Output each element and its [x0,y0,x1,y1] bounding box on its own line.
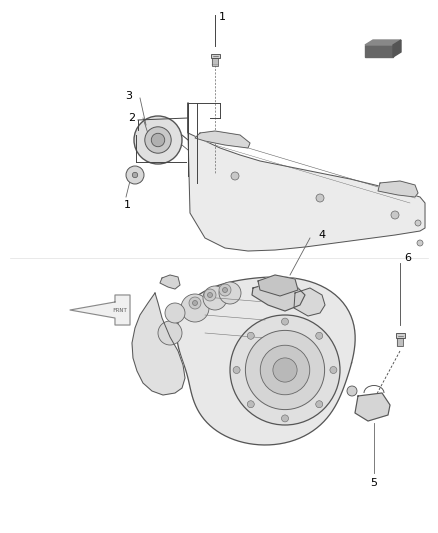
Circle shape [316,332,323,340]
Polygon shape [294,288,325,316]
Text: 5: 5 [371,478,378,488]
Circle shape [132,172,138,177]
Polygon shape [177,277,355,445]
Circle shape [415,220,421,226]
Circle shape [330,367,337,374]
Circle shape [282,318,289,325]
Text: 2: 2 [128,113,135,123]
Circle shape [189,297,201,309]
Circle shape [316,401,323,408]
Circle shape [134,116,182,164]
Text: 3: 3 [125,91,132,101]
Circle shape [391,211,399,219]
Circle shape [203,286,227,310]
Bar [211,54,219,58]
Circle shape [145,127,171,153]
Text: 1: 1 [219,12,226,22]
Circle shape [347,386,357,396]
Text: 6: 6 [404,253,411,263]
Polygon shape [378,181,418,197]
Circle shape [158,321,182,345]
Circle shape [247,401,254,408]
Bar [212,58,218,66]
Circle shape [181,294,209,322]
Circle shape [204,289,216,301]
Circle shape [126,166,144,184]
Circle shape [219,284,231,296]
Circle shape [417,240,423,246]
Text: 4: 4 [318,230,325,240]
Circle shape [282,415,289,422]
Circle shape [233,367,240,374]
Bar [396,334,405,338]
Polygon shape [365,40,401,45]
Circle shape [192,301,198,305]
Polygon shape [188,103,425,251]
Polygon shape [365,45,393,57]
Polygon shape [355,393,390,421]
Circle shape [223,287,227,293]
Circle shape [151,133,165,147]
Polygon shape [252,283,305,311]
Circle shape [230,315,340,425]
Circle shape [316,194,324,202]
Circle shape [247,332,254,340]
Bar [397,338,403,346]
Polygon shape [393,40,401,57]
Text: FRNT: FRNT [113,308,127,312]
Circle shape [208,293,212,297]
Polygon shape [258,275,298,296]
Polygon shape [195,131,250,148]
Circle shape [260,345,310,395]
Circle shape [273,358,297,382]
Circle shape [219,282,241,304]
Circle shape [165,303,185,323]
Polygon shape [70,295,130,325]
Polygon shape [132,293,185,395]
Polygon shape [160,275,180,289]
Circle shape [245,330,325,409]
Text: 1: 1 [124,200,131,210]
Circle shape [231,172,239,180]
